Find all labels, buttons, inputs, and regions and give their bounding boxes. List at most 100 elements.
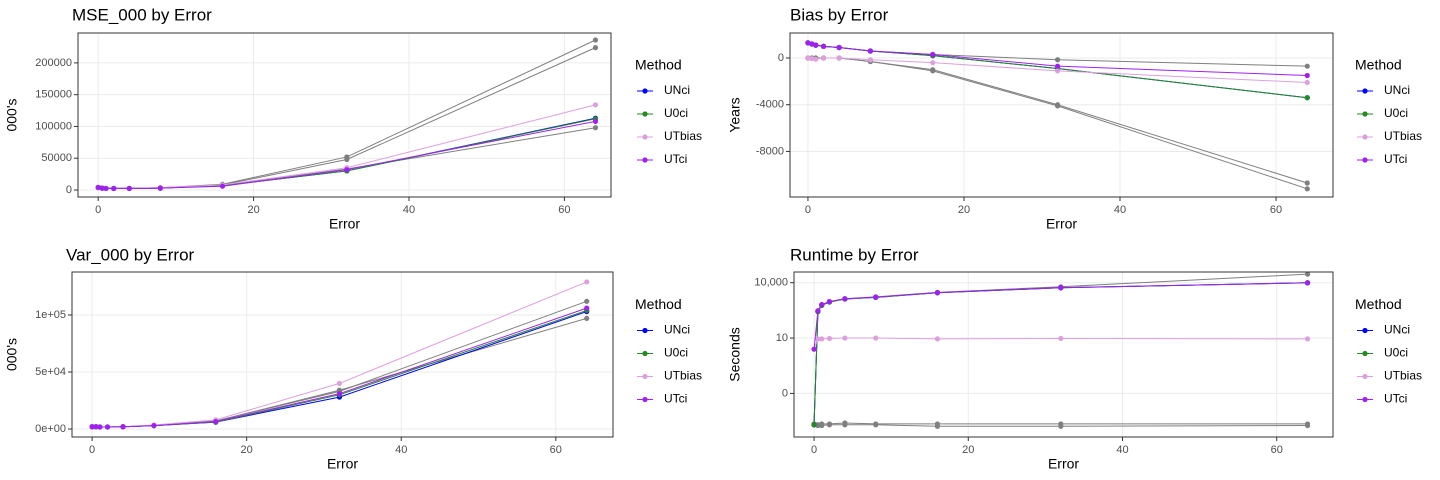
legend-key-point [1362, 88, 1368, 94]
data-point [592, 45, 599, 51]
x-tick-label: 0 [95, 204, 101, 216]
y-tick-label: 1e+05 [35, 309, 66, 321]
legend-label: U0ci [664, 346, 688, 360]
legend-key-point [1362, 111, 1368, 117]
y-axis-title: Years [727, 97, 743, 132]
legend-label: UTbias [1384, 369, 1422, 383]
data-point [120, 424, 126, 430]
legend-key-point [642, 88, 648, 94]
y-tick-label: 10 [776, 332, 788, 344]
data-point [1054, 68, 1061, 74]
data-point [213, 419, 219, 425]
plot-border [77, 32, 612, 198]
legend-key-point [642, 396, 648, 403]
legend-key-point [1362, 350, 1368, 357]
data-point [584, 279, 590, 285]
data-point [819, 421, 825, 427]
legend-title: Method [635, 296, 682, 312]
data-point [592, 37, 599, 43]
y-tick-label: 150000 [35, 89, 72, 101]
legend-label: UTci [1384, 152, 1407, 166]
x-tick-label: 60 [1270, 204, 1282, 216]
y-tick-label: 10,000 [754, 277, 788, 289]
y-axis-title: 000's [4, 338, 20, 371]
legend-key-point [1362, 327, 1368, 334]
data-point [819, 336, 825, 342]
data-point [867, 48, 873, 54]
data-point [826, 335, 833, 342]
legend-label: UTbias [1384, 129, 1422, 143]
x-tick-label: 0 [811, 444, 817, 456]
data-point [820, 55, 827, 61]
legend-label: UNci [664, 83, 690, 97]
data-point [826, 298, 833, 305]
data-point [103, 185, 109, 192]
data-point [1304, 280, 1311, 286]
data-point [873, 294, 879, 300]
x-tick-label: 60 [550, 444, 562, 456]
legend-label: UNci [1384, 83, 1410, 97]
data-point [805, 55, 811, 61]
legend-title: Method [635, 57, 682, 73]
legend-label: UTci [1384, 392, 1407, 406]
y-axis-title: Seconds [727, 327, 743, 381]
data-point [809, 41, 815, 47]
x-axis-title: Error [1048, 456, 1079, 472]
data-point [151, 422, 157, 429]
data-point [336, 391, 343, 397]
data-point [873, 335, 879, 341]
plot-background [72, 272, 613, 437]
data-point [836, 44, 842, 51]
legend-label: UNci [664, 323, 690, 337]
plot-border [71, 271, 614, 438]
legend-key-point [642, 111, 648, 117]
data-point [584, 298, 590, 304]
data-point [934, 290, 941, 296]
data-point [819, 302, 825, 308]
y-tick-label: 0e+00 [35, 423, 66, 435]
legend-key-point [1362, 157, 1368, 163]
data-point [93, 424, 99, 430]
x-tick-label: 40 [1116, 444, 1128, 456]
y-tick-label: 5e+04 [35, 366, 66, 378]
y-tick-label: 0 [778, 52, 784, 64]
data-point [1304, 72, 1310, 79]
x-tick-label: 20 [958, 204, 970, 216]
data-point [930, 68, 936, 74]
data-point [842, 335, 848, 341]
chart-title: MSE_000 by Error [72, 5, 212, 24]
legend-key-point [642, 350, 648, 357]
data-point [930, 60, 936, 66]
data-point [592, 125, 599, 131]
data-point [1304, 271, 1311, 277]
data-point [1304, 63, 1310, 69]
data-point [934, 421, 941, 427]
data-point [842, 296, 848, 302]
data-point [811, 346, 817, 352]
data-point [1054, 63, 1061, 69]
plot-background [78, 33, 611, 197]
data-point [826, 421, 833, 427]
data-point [934, 336, 941, 342]
x-tick-label: 40 [1114, 204, 1126, 216]
y-tick-label: 0 [66, 184, 72, 196]
legend-label: UTbias [664, 129, 702, 143]
data-point [1054, 103, 1061, 109]
data-point [95, 184, 101, 191]
chart-title: Runtime by Error [790, 245, 919, 264]
x-tick-label: 20 [247, 204, 259, 216]
legend-key-point [642, 327, 648, 334]
data-point [99, 185, 105, 191]
data-point [1304, 186, 1310, 192]
data-point [813, 56, 819, 62]
data-point [815, 336, 821, 342]
x-tick-label: 40 [395, 444, 407, 456]
plot-background [794, 272, 1333, 437]
data-point [805, 40, 811, 46]
legend-label: U0ci [1384, 106, 1408, 120]
legend-label: UTci [664, 392, 687, 406]
legend-label: UTbias [664, 369, 702, 383]
data-point [336, 380, 343, 387]
y-tick-label: 50000 [41, 152, 72, 164]
